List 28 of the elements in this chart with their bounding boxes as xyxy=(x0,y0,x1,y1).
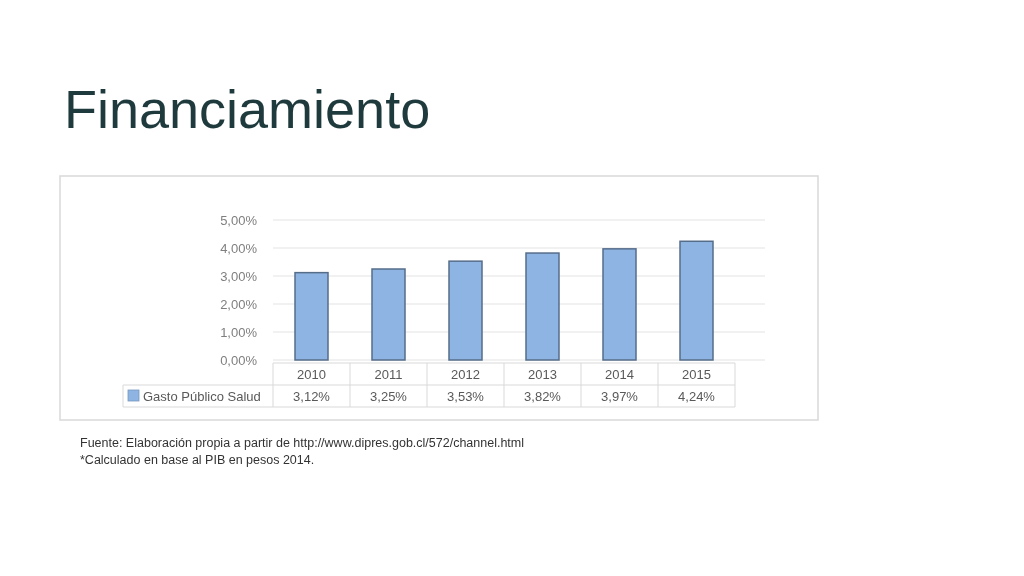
data-label: 3,25% xyxy=(370,388,408,404)
source-note: Fuente: Elaboración propia a partir de http://www.dipres.gob.cl/572/channel.html xyxy=(80,436,525,450)
y-tick-label: 4,00% xyxy=(220,240,258,256)
bar xyxy=(371,268,406,361)
data-label: 3,97% xyxy=(601,388,639,404)
y-tick-label: 3,00% xyxy=(220,268,258,284)
data-label: 3,53% xyxy=(447,388,485,404)
legend-label: Gasto Público Salud xyxy=(143,388,261,404)
x-tick-label: 2013 xyxy=(528,366,557,382)
bar xyxy=(448,260,483,361)
data-label: 3,12% xyxy=(293,388,331,404)
bar xyxy=(525,252,560,361)
y-tick-label: 2,00% xyxy=(220,296,258,312)
x-tick-label: 2010 xyxy=(297,366,326,382)
text: *Calculado en base al PIB en pesos 2014. xyxy=(80,453,315,467)
chart-title: Financiamiento xyxy=(64,79,431,139)
bar xyxy=(602,248,637,361)
data-label: 4,24% xyxy=(678,388,716,404)
bar xyxy=(679,240,714,361)
x-tick-label: 2012 xyxy=(451,366,480,382)
y-tick-label: 0,00% xyxy=(220,352,258,368)
bar xyxy=(294,271,329,361)
y-tick-label: 1,00% xyxy=(220,324,258,340)
data-label: 3,82% xyxy=(524,388,562,404)
x-tick-label: 2011 xyxy=(374,366,403,382)
x-tick-label: 2014 xyxy=(605,366,634,382)
y-tick-label: 5,00% xyxy=(220,212,258,228)
x-tick-label: 2015 xyxy=(682,366,711,382)
